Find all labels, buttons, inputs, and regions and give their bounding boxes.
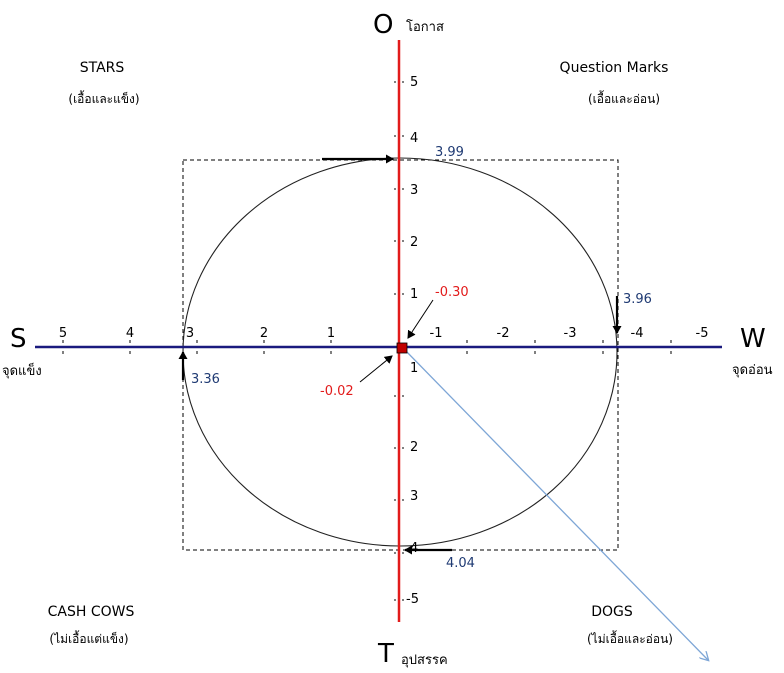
result-y-pointer — [407, 299, 434, 339]
y-tick-label: 1 — [410, 287, 418, 302]
axis-letter-s: S — [10, 324, 27, 354]
result-point-marker — [396, 342, 408, 354]
x-tick-label: 1 — [327, 326, 335, 341]
x-tick-label: 3 — [186, 326, 194, 341]
x-tick-label: -4 — [631, 326, 644, 341]
quadrant-question-marks-title: Question Marks — [560, 60, 669, 76]
axis-letter-o: O — [373, 10, 393, 40]
axis-label-opportunity: โอกาส — [406, 19, 444, 35]
x-tick-label: -5 — [696, 326, 709, 341]
x-tick-labels: 5 4 3 2 1 -1 -2 -3 -4 -5 — [59, 326, 709, 341]
result-x-pointer — [359, 355, 393, 383]
weakness-value: 3.96 — [623, 292, 652, 307]
axis-label-strength: จุดแข็ง — [2, 361, 42, 379]
y-tick-label: 4 — [410, 541, 418, 556]
quadrant-stars-title: STARS — [80, 60, 125, 76]
quadrant-question-marks-subtitle: (เอื้อและอ่อน) — [588, 90, 660, 106]
axis-label-threat: อุปสรรค — [401, 653, 448, 668]
y-tick-label: 2 — [410, 440, 418, 455]
opportunity-value: 3.99 — [435, 145, 464, 160]
x-tick-marks — [62, 340, 672, 354]
quadrant-cash-cows-subtitle: (ไม่เอื้อแต่แข็ง) — [49, 630, 128, 646]
strength-value: 3.36 — [191, 372, 220, 387]
x-tick-label: 4 — [126, 326, 134, 341]
y-tick-label: 3 — [410, 489, 418, 504]
y-tick-label: 4 — [410, 131, 418, 146]
x-tick-label: -3 — [564, 326, 577, 341]
quadrant-stars-subtitle: (เอื้อและแข็ง) — [68, 90, 139, 106]
threat-value: 4.04 — [446, 556, 475, 571]
x-tick-label: 2 — [260, 326, 268, 341]
result-x-value: -0.02 — [320, 384, 354, 399]
y-tick-label: -5 — [406, 592, 419, 607]
axis-label-weakness: จุดอ่อน — [732, 363, 773, 378]
x-tick-label: -1 — [430, 326, 443, 341]
y-tick-label: 5 — [410, 75, 418, 90]
dashed-bounding-box — [182, 159, 619, 551]
result-y-value: -0.30 — [435, 285, 469, 300]
quadrant-dogs-subtitle: (ไม่เอื้อและอ่อน) — [587, 630, 673, 646]
result-vector-arrow — [403, 348, 708, 660]
quadrant-dogs-title: DOGS — [591, 604, 633, 620]
x-tick-label: 5 — [59, 326, 67, 341]
y-tick-label: 2 — [410, 235, 418, 250]
axis-letter-t: T — [377, 639, 394, 669]
y-tick-label: 3 — [410, 183, 418, 198]
y-tick-label: 1 — [410, 361, 418, 376]
y-tick-marks — [394, 81, 404, 601]
quadrant-cash-cows-title: CASH COWS — [48, 604, 135, 620]
y-tick-labels: 5 4 3 2 1 1 2 3 4 -5 — [406, 75, 419, 607]
x-tick-label: -2 — [497, 326, 510, 341]
axis-letter-w: W — [740, 324, 766, 354]
